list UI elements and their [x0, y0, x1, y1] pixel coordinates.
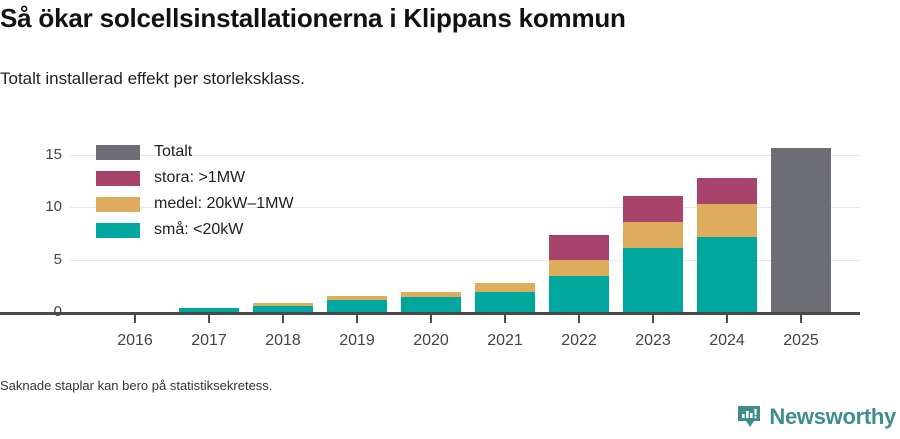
bar-segment[interactable]	[475, 291, 535, 312]
x-tick	[282, 312, 284, 323]
chart-title: Så ökar solcellsinstallationerna i Klipp…	[0, 3, 626, 33]
legend-swatch	[96, 170, 140, 186]
logo-wordmark: Newsworthy	[769, 404, 896, 429]
bar-segment[interactable]	[771, 147, 831, 312]
x-tick-label: 2022	[561, 332, 597, 349]
x-tick	[652, 312, 654, 323]
x-tick-label: 2018	[265, 332, 301, 349]
legend-swatch	[96, 222, 140, 238]
x-tick	[208, 312, 210, 323]
bar-group[interactable]	[549, 234, 609, 312]
bar-segment[interactable]	[697, 204, 757, 238]
bar-segment[interactable]	[549, 234, 609, 260]
bar-segment[interactable]	[697, 237, 757, 312]
legend-label: stora: >1MW	[154, 169, 246, 186]
legend-item[interactable]: Totalt	[96, 139, 326, 165]
chart-footnote: Saknade staplar kan bero på statistiksek…	[0, 378, 273, 393]
gridline	[70, 155, 860, 157]
legend-item[interactable]: stora: >1MW	[96, 165, 326, 191]
bar-segment[interactable]	[401, 292, 461, 297]
y-tick-label: 15	[45, 146, 62, 164]
legend-item[interactable]: medel: 20kW–1MW	[96, 191, 326, 217]
bar-segment[interactable]	[623, 222, 683, 249]
bar-segment[interactable]	[253, 305, 313, 312]
x-tick-label: 2021	[487, 332, 523, 349]
y-tick-label: 5	[53, 250, 62, 268]
gridline	[70, 259, 860, 261]
legend-label: små: <20kW	[154, 221, 244, 238]
x-tick	[578, 312, 580, 323]
bar-segment[interactable]	[623, 195, 683, 223]
bar-chart-bubble-icon	[738, 406, 761, 427]
y-tick-label: 10	[45, 198, 62, 216]
x-tick	[800, 312, 802, 323]
x-tick	[134, 312, 136, 323]
bar-group[interactable]	[475, 282, 535, 312]
chart-legend: Totalt stora: >1MW medel: 20kW–1MW små: <20…	[96, 139, 326, 243]
x-tick-label: 2023	[635, 332, 671, 349]
bar-group[interactable]	[179, 308, 239, 312]
x-tick	[356, 312, 358, 323]
x-tick	[430, 312, 432, 323]
newsworthy-logo: Newsworthy	[736, 404, 896, 430]
bar-segment[interactable]	[179, 308, 239, 312]
legend-swatch	[96, 196, 140, 212]
bar-segment[interactable]	[549, 259, 609, 277]
bar-group[interactable]	[327, 295, 387, 312]
bar-group[interactable]	[697, 178, 757, 312]
bar-group[interactable]	[401, 292, 461, 312]
gridline	[70, 207, 860, 209]
legend-label: Totalt	[154, 143, 193, 160]
bar-segment[interactable]	[253, 303, 313, 306]
legend-swatch	[96, 144, 140, 160]
x-tick-label: 2020	[413, 332, 449, 349]
x-tick	[726, 312, 728, 323]
bar-group[interactable]	[771, 147, 831, 312]
x-tick-label: 2019	[339, 332, 375, 349]
bar-group[interactable]	[623, 195, 683, 312]
bar-group[interactable]	[253, 303, 313, 312]
x-tick	[504, 312, 506, 323]
legend-label: medel: 20kW–1MW	[154, 195, 294, 212]
y-tick-label: 0	[53, 303, 62, 320]
plot-area: 0 5 10 15 2016 2017 2018 2019 2020 2021 2022 2023 2…	[0, 120, 900, 360]
x-tick-label: 2025	[783, 332, 819, 349]
bar-segment[interactable]	[697, 178, 757, 205]
x-tick-label: 2024	[709, 332, 745, 349]
bar-segment[interactable]	[623, 248, 683, 312]
bar-segment[interactable]	[327, 299, 387, 312]
bar-segment[interactable]	[549, 276, 609, 312]
legend-item[interactable]: små: <20kW	[96, 217, 326, 243]
chart-subtitle: Totalt installerad effekt per storlekskl…	[0, 69, 305, 88]
bar-segment[interactable]	[475, 282, 535, 292]
x-tick-label: 2017	[191, 332, 227, 349]
bar-segment[interactable]	[401, 296, 461, 312]
bars-layer	[0, 120, 900, 360]
bar-segment[interactable]	[327, 295, 387, 300]
x-tick-label: 2016	[117, 332, 153, 349]
